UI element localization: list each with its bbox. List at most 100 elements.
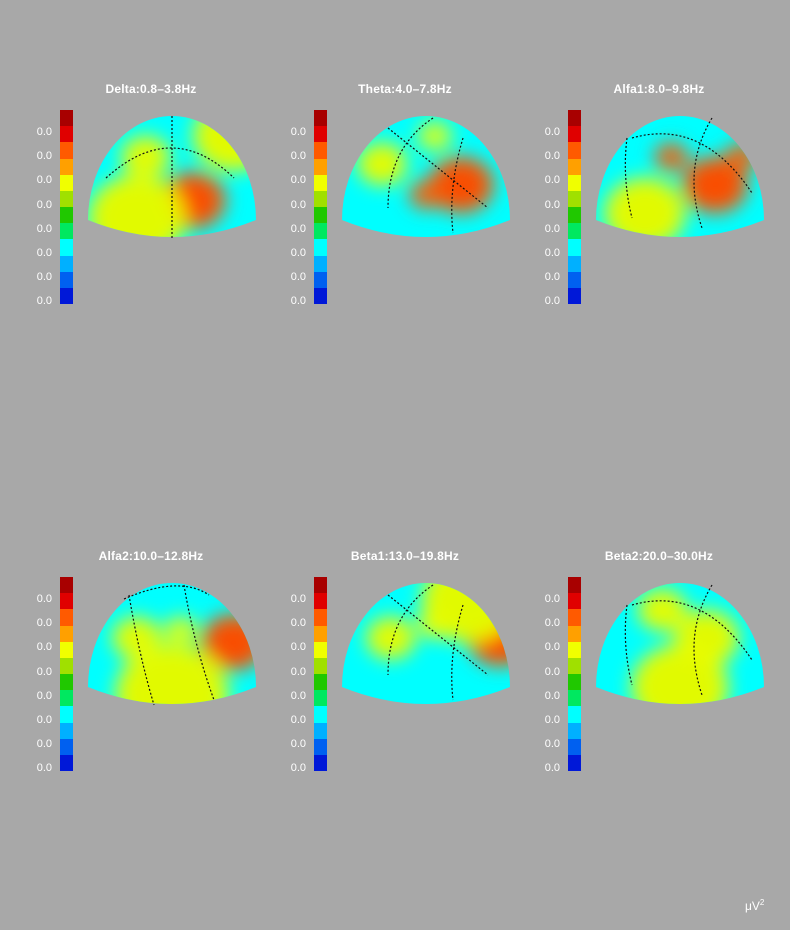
colorbar-swatch <box>60 593 73 610</box>
colorbar-swatch <box>60 207 73 224</box>
coronal-line <box>105 147 235 179</box>
scale-tick-label: 0.0 <box>36 762 52 775</box>
coronal-line <box>387 584 434 676</box>
colorbar-swatch <box>60 142 73 159</box>
scale-tick-label: 0.0 <box>36 593 52 605</box>
scale-tick-label: 0.0 <box>290 126 306 138</box>
panel-alfa1: Alfa1:8.0–9.8Hz 0.0 0.0 0.0 0.0 0.0 0.0 0.0 0.0 <box>534 82 784 322</box>
midline <box>387 594 489 676</box>
scale-tick-label: 0.0 <box>36 150 52 163</box>
colorbar-swatch <box>314 142 327 159</box>
colorbar-swatch <box>568 593 581 610</box>
colorbar-swatch <box>60 190 73 208</box>
colorbar-swatch <box>568 223 581 240</box>
scale-tick-label: 0.0 <box>36 174 52 187</box>
scale-tick-label: 0.0 <box>544 174 560 187</box>
colorbar <box>60 110 73 305</box>
scale-labels: 0.0 0.0 0.0 0.0 0.0 0.0 0.0 0.0 <box>26 587 52 781</box>
scale-tick-label: 0.0 <box>544 295 560 308</box>
head-gridlines <box>105 116 235 240</box>
scale-tick-label: 0.0 <box>290 150 306 163</box>
colorbar-swatch <box>314 174 327 191</box>
colorbar-swatch <box>568 625 581 642</box>
colorbar-swatch <box>314 706 327 723</box>
scale-tick-label: 0.0 <box>544 271 560 284</box>
colorbar-swatch <box>314 738 327 755</box>
head-topomap <box>596 116 764 237</box>
colorbar-swatch <box>60 174 73 191</box>
colorbar-swatch <box>568 690 581 707</box>
colorbar-swatch <box>314 207 327 224</box>
coronal-line <box>183 584 215 701</box>
colorbar-swatch <box>314 190 327 208</box>
scale-tick-label: 0.0 <box>290 738 306 751</box>
colorbar-swatch <box>568 174 581 191</box>
map-contour <box>114 644 230 704</box>
colorbar <box>568 110 581 305</box>
colorbar-swatch <box>60 625 73 642</box>
scale-labels: 0.0 0.0 0.0 0.0 0.0 0.0 0.0 0.0 <box>534 587 560 781</box>
map-contour <box>417 121 453 151</box>
colorbar-swatch <box>314 625 327 642</box>
panel-title: Beta2:20.0–30.0Hz <box>604 549 714 563</box>
colorbar-swatch <box>568 706 581 723</box>
midline <box>624 137 633 219</box>
map-field <box>88 116 256 237</box>
scale-tick-label: 0.0 <box>544 617 560 630</box>
map-field <box>342 583 510 704</box>
colorbar-swatch <box>60 287 73 305</box>
colorbar-swatch <box>314 271 327 288</box>
scale-tick-label: 0.0 <box>36 617 52 630</box>
colorbar-swatch <box>568 271 581 288</box>
map-contour <box>192 116 256 172</box>
colorbar-swatch <box>60 271 73 288</box>
colorbar-swatch <box>568 287 581 305</box>
map-field <box>342 116 510 237</box>
colorbar-swatch <box>314 722 327 739</box>
scale-labels: 0.0 0.0 0.0 0.0 0.0 0.0 0.0 0.0 <box>26 120 52 314</box>
panel-theta: Theta:4.0–7.8Hz 0.0 0.0 0.0 0.0 0.0 0.0 0.0 0.0 <box>280 82 530 322</box>
map-contour <box>637 588 688 632</box>
scale-tick-label: 0.0 <box>544 150 560 163</box>
map-contour <box>365 616 417 660</box>
colorbar-swatch <box>60 158 73 175</box>
scale-labels: 0.0 0.0 0.0 0.0 0.0 0.0 0.0 0.0 <box>534 120 560 314</box>
scale-tick-label: 0.0 <box>36 738 52 751</box>
colorbar-swatch <box>60 641 73 658</box>
panel-title: Alfa1:8.0–9.8Hz <box>613 82 705 96</box>
coronal-line <box>693 584 713 696</box>
unit-superscript: 2 <box>759 898 765 907</box>
map-contour <box>356 142 408 186</box>
colorbar-swatch <box>568 190 581 208</box>
colorbar-swatch <box>60 577 73 594</box>
colorbar-swatch <box>60 690 73 707</box>
scale-tick-label: 0.0 <box>36 295 52 308</box>
panel-delta: Delta:0.8–3.8Hz 0.0 0.0 0.0 0.0 0.0 0.0 0.0 0.0 <box>26 82 276 322</box>
colorbar-swatch <box>60 110 73 127</box>
colorbar-swatch <box>314 223 327 240</box>
scale-tick-label: 0.0 <box>544 762 560 775</box>
map-contour <box>681 156 749 214</box>
sagittal-line <box>451 604 464 701</box>
colorbar-swatch <box>314 609 327 626</box>
colorbar-swatch <box>314 593 327 610</box>
colorbar-swatch <box>568 641 581 658</box>
scale-tick-label: 0.0 <box>290 295 306 308</box>
scale-tick-label: 0.0 <box>36 198 52 211</box>
colorbar-swatch <box>314 126 327 143</box>
scale-tick-label: 0.0 <box>544 126 560 138</box>
colorbar-swatch <box>314 754 327 772</box>
colorbar-swatch <box>60 674 73 691</box>
colorbar-swatch <box>60 738 73 755</box>
scale-tick-label: 0.0 <box>290 713 306 726</box>
head-gridlines <box>624 584 753 696</box>
panel-title: Beta1:13.0–19.8Hz <box>350 549 460 563</box>
colorbar-swatch <box>60 609 73 626</box>
colorbar-swatch <box>314 239 327 256</box>
scale-tick-label: 0.0 <box>544 593 560 605</box>
head-topomap <box>342 116 510 237</box>
colorbar-swatch <box>314 110 327 127</box>
midline <box>128 594 155 706</box>
colorbar-swatch <box>568 674 581 691</box>
coronal-line <box>387 117 434 209</box>
